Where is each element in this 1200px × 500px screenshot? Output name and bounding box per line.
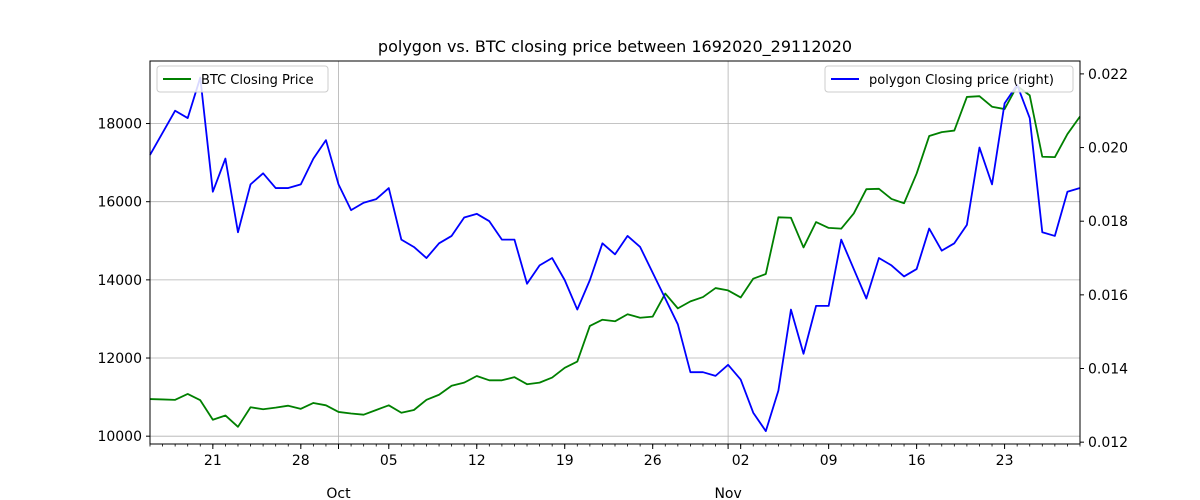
- chart-title: polygon vs. BTC closing price between 16…: [378, 37, 852, 57]
- legend-right-box: [824, 65, 1074, 93]
- x-tick-label-3: 12: [468, 453, 486, 469]
- grid-lines: [150, 61, 1080, 444]
- polygon-series-line: [149, 76, 1081, 433]
- legend-left-box: [156, 65, 329, 93]
- legend-right: polygon Closing price (right): [824, 65, 1074, 93]
- x-tick-label-8: 16: [908, 453, 926, 469]
- left-tick-label-1: 12000: [97, 351, 142, 367]
- legend-polygon-label: polygon Closing price (right): [869, 73, 1054, 88]
- plot-frame: [149, 60, 1081, 445]
- right-tick-label-5: 0.022: [1088, 67, 1128, 83]
- x-tick-label-6: 02: [732, 453, 750, 469]
- right-tick-label-1: 0.014: [1088, 362, 1128, 378]
- right-y-axis: 0.012 0.014 0.016 0.018 0.020 0.022: [1080, 67, 1128, 451]
- x-tick-label-5: 26: [644, 453, 662, 469]
- right-tick-label-0: 0.012: [1088, 435, 1128, 451]
- right-tick-label-4: 0.020: [1088, 141, 1128, 157]
- x-tick-label-9: 23: [996, 453, 1014, 469]
- left-tick-label-3: 16000: [97, 195, 142, 211]
- left-tick-label-4: 18000: [97, 117, 142, 133]
- right-tick-label-2: 0.016: [1088, 288, 1128, 304]
- legend-left: BTC Closing Price: [156, 65, 329, 93]
- btc-series-line: [149, 85, 1081, 428]
- legend-btc-label: BTC Closing Price: [201, 73, 314, 88]
- left-y-axis: 10000 12000 14000 16000 18000: [97, 117, 150, 445]
- x-month-label-1: Nov: [714, 486, 741, 500]
- left-tick-label-2: 14000: [97, 273, 142, 289]
- x-tick-label-4: 19: [556, 453, 574, 469]
- x-axis: 21 28 05 12 19 26 02 09 16 23 Oct Nov: [149, 444, 1081, 500]
- x-tick-label-7: 09: [820, 453, 838, 469]
- left-tick-label-0: 10000: [97, 429, 142, 445]
- x-tick-label-1: 28: [292, 453, 310, 469]
- right-tick-label-3: 0.018: [1088, 214, 1128, 230]
- x-tick-label-2: 05: [380, 453, 398, 469]
- series-lines: [149, 76, 1081, 433]
- x-tick-label-0: 21: [204, 453, 222, 469]
- x-month-label-0: Oct: [326, 486, 351, 500]
